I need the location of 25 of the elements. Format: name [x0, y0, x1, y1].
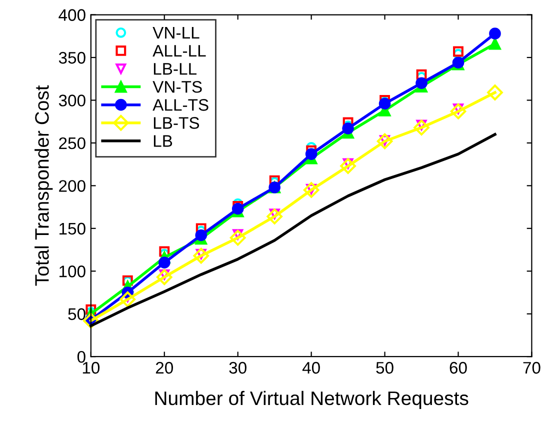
y-tick-label: 100	[60, 266, 86, 278]
x-tick-label: 60	[450, 362, 467, 374]
y-axis-title: Total Transponder Cost	[34, 85, 53, 286]
legend-label: ALL-TS	[152, 99, 208, 111]
y-tick-label: 150	[60, 222, 86, 235]
y-tick-label: 0	[77, 350, 86, 363]
y-tick-label: 350	[58, 52, 86, 64]
y-tick-label: 250	[59, 137, 86, 150]
x-tick-label: 20	[156, 362, 173, 374]
x-axis-title: Number of Virtual Network Requests	[155, 390, 468, 409]
legend-label: ALL-LL	[152, 45, 206, 57]
legend-label: LB-TS	[154, 117, 200, 129]
legend-label: LB-LL	[154, 63, 197, 75]
x-tick-label: 40	[302, 362, 320, 374]
y-tick-label: 200	[59, 180, 86, 192]
legend-label: VN-LL	[152, 27, 200, 39]
y-tick-label: 400	[58, 9, 86, 21]
x-tick-label: 10	[82, 362, 100, 374]
legend-label: LB	[154, 135, 172, 147]
x-tick-label: 50	[376, 362, 394, 374]
y-tick-label: 50	[68, 308, 86, 320]
x-tick-label: 70	[523, 362, 540, 374]
x-tick-label: 30	[229, 362, 246, 374]
legend-label: VN-TS	[152, 80, 202, 93]
y-tick-label: 300	[58, 94, 86, 106]
